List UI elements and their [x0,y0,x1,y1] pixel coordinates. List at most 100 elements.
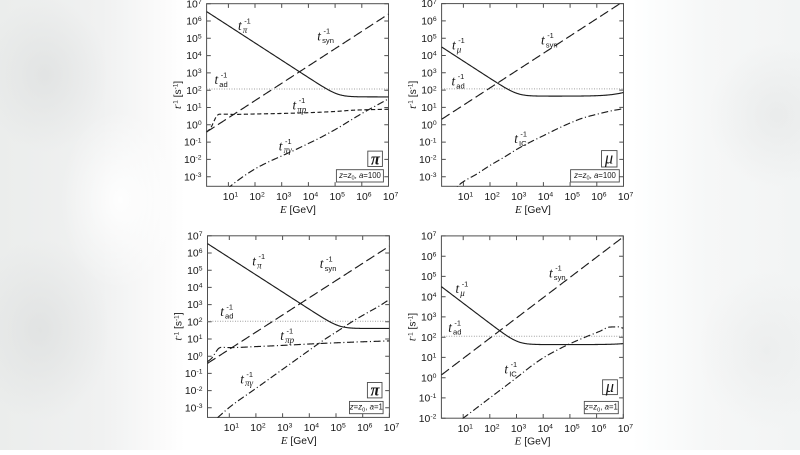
svg-text:103: 103 [186,68,202,79]
svg-text:z=z0, a=1: z=z0, a=1 [349,403,383,414]
svg-text:101: 101 [421,353,437,364]
svg-text:t: t [448,320,452,335]
svg-text:ad: ad [219,80,227,89]
svg-text:t-1 [s-1]: t-1 [s-1] [172,81,184,109]
svg-text:t: t [541,33,545,48]
svg-text:101: 101 [458,192,474,203]
svg-text:πp: πp [297,104,307,114]
svg-text:105: 105 [330,192,346,203]
svg-text:10-1: 10-1 [185,369,203,380]
svg-text:πp: πp [285,335,295,345]
svg-text:107: 107 [421,0,437,10]
svg-text:104: 104 [538,192,554,203]
svg-text:104: 104 [538,423,554,434]
svg-text:-1: -1 [555,264,562,273]
svg-text:105: 105 [330,423,346,434]
svg-text:t-1 [s-1]: t-1 [s-1] [173,312,185,340]
svg-text:π: π [371,149,381,168]
svg-text:107: 107 [618,192,634,203]
svg-text:104: 104 [187,283,203,294]
svg-text:10-2: 10-2 [184,155,202,166]
svg-text:t: t [280,328,284,343]
svg-text:z=z0, a=100: z=z0, a=100 [338,171,381,182]
svg-text:102: 102 [421,332,437,343]
svg-text:102: 102 [249,192,265,203]
svg-text:100: 100 [421,373,437,384]
svg-text:101: 101 [224,423,240,434]
svg-text:100: 100 [186,120,202,131]
svg-text:103: 103 [276,192,292,203]
svg-text:t: t [514,131,518,146]
svg-text:-1: -1 [244,17,251,26]
svg-text:ad: ad [456,81,464,90]
svg-text:10-1: 10-1 [419,137,437,148]
svg-text:-1: -1 [454,318,461,327]
svg-text:104: 104 [304,423,320,434]
svg-text:π: π [243,25,248,35]
svg-text:-1: -1 [285,137,292,146]
svg-text:π: π [371,381,381,400]
svg-text:104: 104 [421,292,437,303]
svg-text:102: 102 [421,85,437,96]
svg-text:106: 106 [591,423,607,434]
svg-text:t: t [452,74,456,89]
svg-text:103: 103 [421,312,437,323]
svg-text:μ: μ [456,44,462,54]
svg-text:105: 105 [421,33,437,44]
svg-text:10-1: 10-1 [184,137,202,148]
svg-text:-1: -1 [520,130,527,139]
svg-text:-1: -1 [547,31,554,40]
svg-text:t: t [320,256,324,271]
svg-text:-1: -1 [226,302,233,311]
svg-text:t: t [504,362,508,377]
svg-text:-1: -1 [511,360,518,369]
svg-text:z=z0, a=1: z=z0, a=1 [584,403,618,414]
svg-text:106: 106 [356,192,372,203]
svg-text:104: 104 [303,192,319,203]
svg-text:E [GeV]: E [GeV] [280,435,317,447]
svg-text:-1: -1 [458,36,465,45]
svg-text:106: 106 [357,423,373,434]
svg-text:101: 101 [223,192,239,203]
svg-text:104: 104 [186,51,202,62]
svg-text:10-2: 10-2 [419,413,437,424]
svg-text:-1: -1 [259,252,266,261]
svg-text:t: t [452,38,456,53]
svg-text:101: 101 [187,334,203,345]
svg-text:E [GeV]: E [GeV] [514,204,551,216]
svg-text:10-3: 10-3 [184,172,202,183]
svg-text:104: 104 [421,51,437,62]
svg-text:10-3: 10-3 [185,403,203,414]
svg-text:t: t [317,28,321,43]
svg-text:t: t [238,18,242,33]
svg-text:103: 103 [421,68,437,79]
svg-text:syn: syn [546,41,558,50]
svg-text:t: t [456,281,460,296]
svg-text:102: 102 [250,423,266,434]
svg-text:100: 100 [187,351,203,362]
svg-text:t: t [549,265,553,280]
svg-text:106: 106 [421,16,437,27]
svg-text:101: 101 [421,103,437,114]
svg-text:105: 105 [421,272,437,283]
svg-text:t-1 [s-1]: t-1 [s-1] [407,313,419,341]
svg-text:t-1 [s-1]: t-1 [s-1] [407,81,419,109]
svg-text:106: 106 [187,248,203,259]
svg-text:-1: -1 [299,96,306,105]
svg-text:106: 106 [186,16,202,27]
svg-text:106: 106 [591,192,607,203]
svg-text:π: π [257,260,262,270]
svg-text:10-2: 10-2 [185,386,203,397]
svg-text:106: 106 [421,251,437,262]
svg-text:107: 107 [618,423,634,434]
svg-text:10-2: 10-2 [419,155,437,166]
svg-text:z=z0, a=100: z=z0, a=100 [573,171,616,182]
svg-text:102: 102 [484,192,500,203]
svg-text:πγ: πγ [284,145,293,155]
svg-text:-1: -1 [462,279,469,288]
svg-text:103: 103 [511,192,527,203]
svg-text:105: 105 [564,423,580,434]
svg-text:10-1: 10-1 [419,393,437,404]
svg-text:105: 105 [565,192,581,203]
svg-text:-1: -1 [221,70,228,79]
